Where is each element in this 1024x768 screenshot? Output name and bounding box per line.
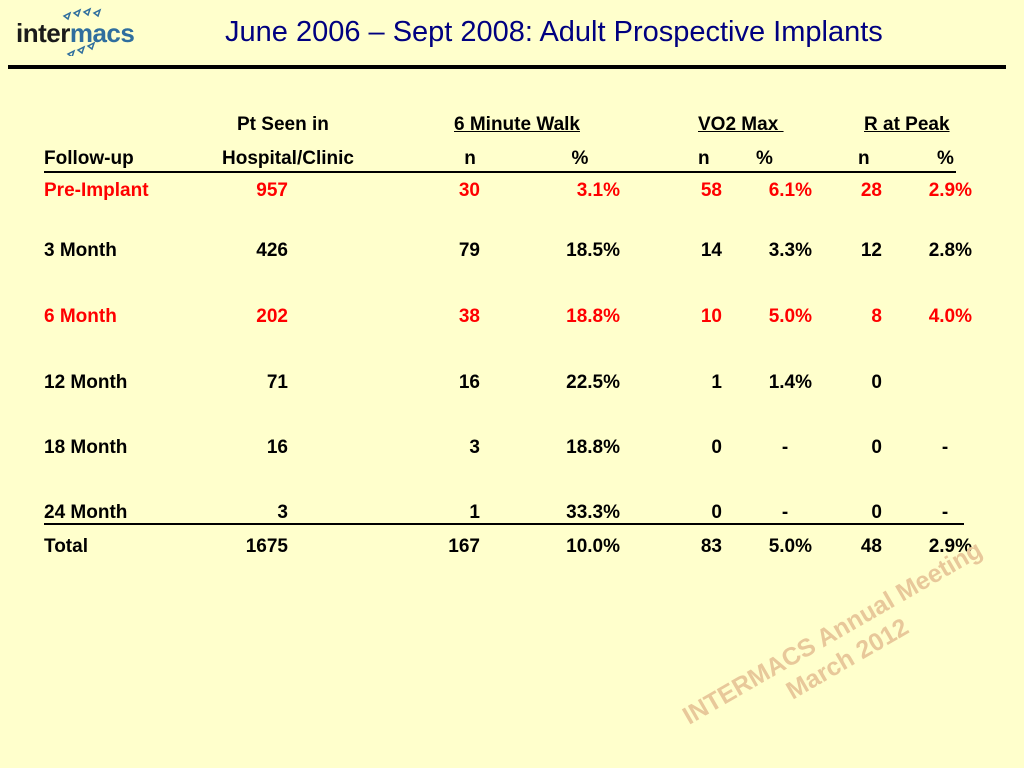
- cell-vo2-n: 83: [700, 536, 722, 557]
- cell-rp-n: 0: [871, 502, 882, 523]
- logo-text: intermacs: [16, 18, 135, 49]
- cell-vo2-n: 1: [711, 372, 722, 393]
- cell-vo2-pct: 1.4%: [768, 372, 812, 393]
- cell-walk-pct: 10.0%: [566, 536, 620, 557]
- cell-rp-n: 0: [871, 437, 882, 458]
- cell-label: 6 Month: [44, 306, 117, 327]
- logo-text-part2: macs: [69, 18, 135, 48]
- cell-vo2-pct: -: [781, 437, 789, 458]
- header-walk-pct: %: [571, 148, 589, 169]
- title-divider: [8, 65, 1006, 69]
- watermark-line2: March 2012: [781, 612, 914, 706]
- cell-label: Pre-Implant: [44, 180, 149, 201]
- header-pt-seen-line2: Hospital/Clinic: [222, 148, 354, 169]
- cell-rp-n: 0: [871, 372, 882, 393]
- cell-walk-pct: 22.5%: [566, 372, 620, 393]
- cell-rp-pct: -: [941, 437, 949, 458]
- header-rpeak-pct: %: [937, 148, 954, 169]
- cell-seen: 202: [256, 306, 288, 327]
- cell-rp-pct: 2.8%: [928, 240, 972, 261]
- cell-rp-pct: 2.9%: [928, 180, 972, 201]
- watermark-line1: INTERMACS Annual Meeting: [677, 535, 988, 731]
- cell-rp-n: 12: [860, 240, 882, 261]
- header-vo2-max: VO2 Max: [698, 114, 784, 135]
- cell-seen: 16: [266, 437, 288, 458]
- cell-vo2-pct: -: [781, 502, 789, 523]
- cell-walk-n: 16: [458, 372, 480, 393]
- header-follow-up: Follow-up: [44, 148, 134, 169]
- header-r-at-peak: R at Peak: [864, 114, 950, 135]
- cell-walk-pct: 3.1%: [576, 180, 620, 201]
- intermacs-logo: intermacs: [16, 7, 146, 64]
- signal-waves-icon: [62, 7, 102, 56]
- cell-walk-n: 1: [469, 502, 480, 523]
- cell-rp-pct: 4.0%: [928, 306, 972, 327]
- cell-label: 3 Month: [44, 240, 117, 261]
- cell-walk-n: 79: [458, 240, 480, 261]
- cell-label: Total: [44, 536, 88, 557]
- cell-walk-pct: 33.3%: [566, 502, 620, 523]
- cell-vo2-pct: 5.0%: [768, 536, 812, 557]
- cell-rp-n: 28: [860, 180, 882, 201]
- cell-rp-pct: 2.9%: [928, 536, 972, 557]
- cell-vo2-n: 10: [700, 306, 722, 327]
- header-underline: [44, 171, 956, 173]
- cell-walk-pct: 18.5%: [566, 240, 620, 261]
- header-walk-n: n: [464, 148, 476, 169]
- header-vo2-pct: %: [756, 148, 773, 169]
- meeting-watermark: INTERMACS Annual Meeting March 2012: [669, 530, 1011, 762]
- cell-label: 24 Month: [44, 502, 128, 523]
- cell-vo2-n: 58: [700, 180, 722, 201]
- cell-walk-pct: 18.8%: [566, 306, 620, 327]
- cell-label: 18 Month: [44, 437, 128, 458]
- cell-rp-pct: -: [941, 502, 949, 523]
- cell-vo2-n: 14: [700, 240, 722, 261]
- cell-vo2-pct: 5.0%: [768, 306, 812, 327]
- total-divider: [44, 523, 964, 525]
- page-title: June 2006 – Sept 2008: Adult Prospective…: [225, 16, 883, 48]
- cell-rp-n: 8: [871, 306, 882, 327]
- cell-walk-pct: 18.8%: [566, 437, 620, 458]
- cell-seen: 71: [266, 372, 288, 393]
- cell-walk-n: 38: [458, 306, 480, 327]
- logo-text-part1: inter: [16, 18, 70, 48]
- cell-seen: 3: [277, 502, 288, 523]
- cell-vo2-n: 0: [711, 502, 722, 523]
- cell-seen: 957: [256, 180, 288, 201]
- header-pt-seen-line1: Pt Seen in: [237, 114, 329, 135]
- cell-walk-n: 167: [448, 536, 480, 557]
- header-rpeak-n: n: [858, 148, 870, 169]
- cell-vo2-pct: 3.3%: [768, 240, 812, 261]
- cell-rp-n: 48: [860, 536, 882, 557]
- header-6-minute-walk: 6 Minute Walk: [454, 114, 580, 135]
- cell-seen: 1675: [245, 536, 288, 557]
- cell-walk-n: 3: [469, 437, 480, 458]
- cell-seen: 426: [256, 240, 288, 261]
- cell-label: 12 Month: [44, 372, 128, 393]
- cell-walk-n: 30: [458, 180, 480, 201]
- cell-vo2-n: 0: [711, 437, 722, 458]
- cell-vo2-pct: 6.1%: [768, 180, 812, 201]
- header-vo2-n: n: [698, 148, 710, 169]
